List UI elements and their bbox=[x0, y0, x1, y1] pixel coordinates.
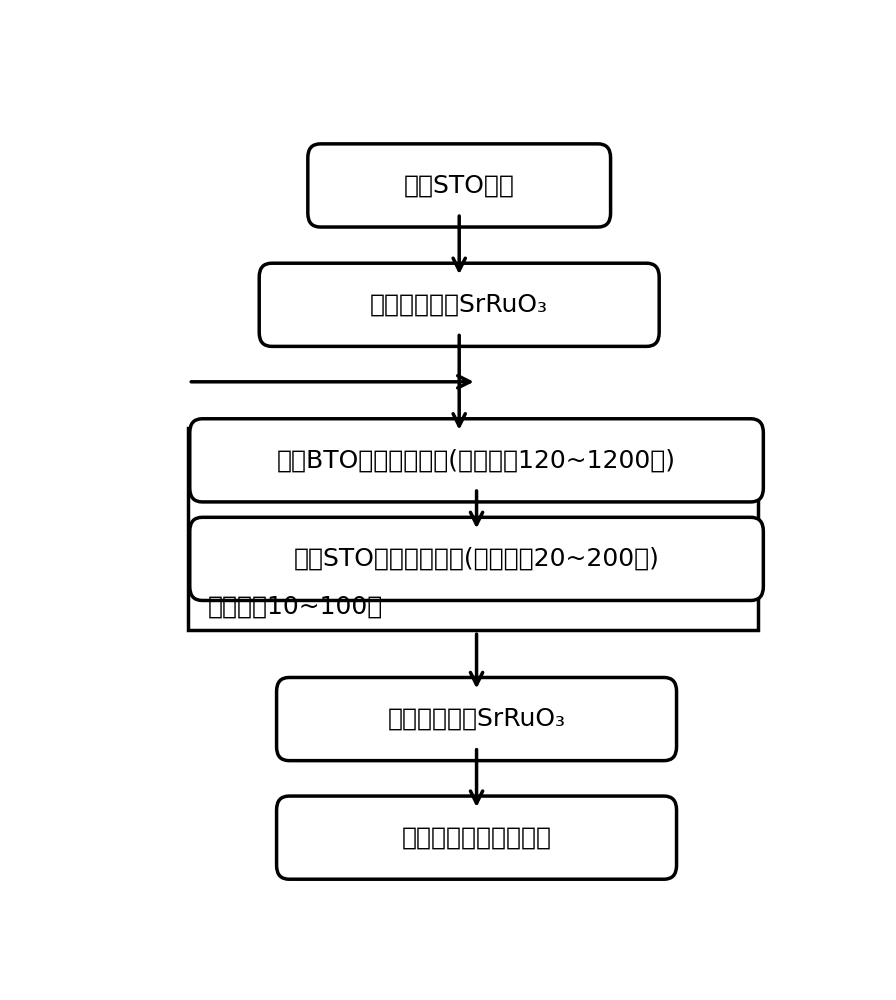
FancyBboxPatch shape bbox=[190, 419, 763, 502]
Text: 循环重复10~100次: 循环重复10~100次 bbox=[208, 595, 383, 619]
FancyBboxPatch shape bbox=[308, 144, 610, 227]
Text: 选择STO基底: 选择STO基底 bbox=[404, 173, 514, 197]
Text: 选择STO靶材为主靶位(激光发数20~200发): 选择STO靶材为主靶位(激光发数20~200发) bbox=[294, 547, 659, 571]
Bar bbox=[188, 428, 758, 630]
FancyBboxPatch shape bbox=[277, 796, 676, 879]
Text: 沉积下电极层SrRuO₃: 沉积下电极层SrRuO₃ bbox=[370, 293, 548, 317]
FancyBboxPatch shape bbox=[190, 517, 763, 600]
Text: 沉积上电极层SrRuO₃: 沉积上电极层SrRuO₃ bbox=[388, 707, 565, 731]
FancyBboxPatch shape bbox=[259, 263, 659, 346]
Text: 选择BTO靶材为主靶位(激光发数120~1200发): 选择BTO靶材为主靶位(激光发数120~1200发) bbox=[277, 448, 676, 472]
FancyBboxPatch shape bbox=[277, 677, 676, 761]
Text: 层状复合弛豫铁电材料: 层状复合弛豫铁电材料 bbox=[401, 826, 552, 850]
